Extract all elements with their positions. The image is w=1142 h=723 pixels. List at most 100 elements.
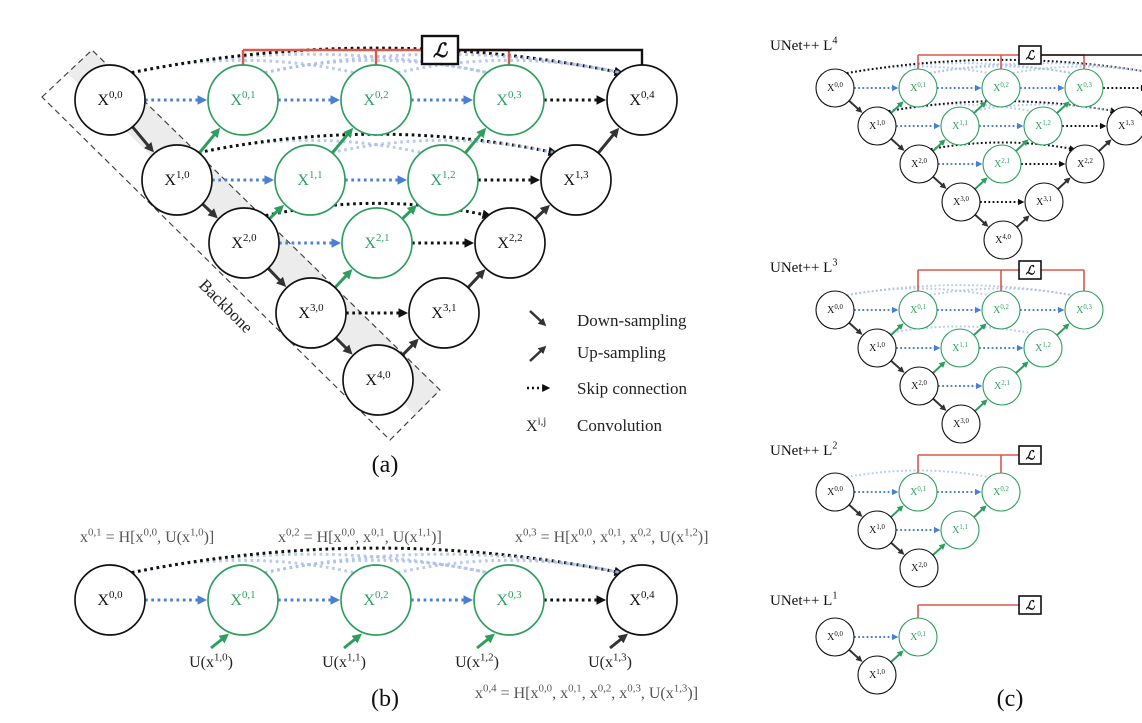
up-sampling-arrow	[1016, 215, 1030, 228]
node-label: X3,0	[953, 196, 969, 208]
node-label: X1,0	[869, 120, 885, 132]
text-part: X	[994, 159, 1002, 170]
text-part: )]	[431, 529, 442, 546]
superscript: 0,1	[917, 304, 926, 311]
backbone-outline	[41, 49, 441, 441]
node-label: X1,3	[1118, 120, 1134, 132]
superscript: 0,0	[144, 526, 158, 538]
up-sampling-arrow	[932, 139, 946, 152]
superscript: 1,0	[176, 169, 190, 181]
down-sampling-arrow	[890, 542, 905, 555]
node-label: X2,2	[1077, 158, 1093, 170]
node	[340, 564, 412, 636]
superscript: 0,3	[508, 89, 522, 101]
superscript: 0,3	[508, 589, 522, 601]
node	[940, 510, 980, 550]
node	[898, 472, 938, 512]
node	[540, 144, 612, 216]
superscript: 1,0	[876, 342, 885, 349]
text-part: X	[953, 419, 961, 430]
legend-label: Up-sampling	[577, 343, 666, 362]
node-label: X1,0	[869, 342, 885, 354]
text-part: , U(x	[641, 685, 674, 702]
node	[474, 207, 546, 279]
text-part: X	[231, 235, 243, 252]
superscript: 3,1	[1043, 196, 1052, 203]
node-label: X0,3	[496, 589, 522, 609]
node-label: X1,2	[1035, 120, 1051, 132]
node	[141, 144, 213, 216]
text-part: x	[475, 685, 483, 702]
text-part: )]	[204, 529, 215, 546]
node-label: X1,1	[952, 342, 968, 354]
node-label: X0,1	[910, 82, 926, 94]
skip-arc	[131, 546, 625, 577]
node-label: X4,0	[995, 234, 1011, 246]
down-sampling-arrow	[848, 504, 863, 517]
node-label: X1,2	[1035, 342, 1051, 354]
node-label: X0,2	[363, 89, 388, 109]
text-part: X	[364, 235, 376, 252]
node	[1023, 328, 1063, 368]
node-label: X2,1	[364, 232, 389, 252]
superscript: 1,1	[959, 524, 968, 531]
up-sampling-arrow	[890, 505, 904, 518]
node-label: X1,1	[297, 169, 322, 189]
superscript: 0,4	[483, 682, 497, 694]
text-part: )]	[687, 685, 698, 702]
superscript: 0,1	[371, 526, 385, 538]
node-label: X1,0	[869, 669, 885, 681]
node	[473, 64, 545, 136]
node	[857, 655, 897, 695]
superscript: 1,1	[959, 342, 968, 349]
superscript: 0,3	[523, 526, 537, 538]
up-sampling-arrow	[597, 127, 620, 154]
text-part: X	[363, 592, 375, 609]
node	[857, 328, 897, 368]
text-part: X	[1118, 121, 1126, 132]
legend-down-icon	[529, 310, 547, 327]
node	[981, 68, 1021, 108]
loss-link	[1030, 54, 1142, 56]
superscript: 1,1	[347, 651, 361, 663]
text-part: X	[869, 343, 877, 354]
skip-arc	[131, 46, 625, 77]
loss-box	[1018, 445, 1042, 465]
text-part: X	[97, 592, 109, 609]
node	[74, 564, 146, 636]
skip-arc	[264, 558, 488, 575]
text-part: X	[496, 592, 508, 609]
node	[341, 207, 413, 279]
node-label: X0,3	[1076, 304, 1092, 316]
down-sampling-arrow	[890, 138, 905, 151]
up-sampling-arrow	[1015, 139, 1029, 152]
equation: x0,1 = H[x0,0, U(x1,0)]	[80, 526, 214, 546]
text-part: X	[827, 305, 835, 316]
node	[1064, 68, 1104, 108]
loss-link	[440, 48, 644, 65]
down-sampling-arrow	[267, 267, 287, 288]
superscript: 0,2	[375, 589, 389, 601]
superscript: 1,0	[876, 669, 885, 676]
node	[1106, 106, 1142, 146]
caption: (a)	[372, 452, 399, 478]
superscript: 0,1	[568, 682, 582, 694]
node-label: X2,0	[911, 158, 927, 170]
text-part: X	[910, 305, 918, 316]
text-part: U(x	[322, 654, 347, 671]
loss-box	[1018, 45, 1042, 65]
text-part: X	[911, 563, 919, 574]
subpanel-title: UNet++ L1	[770, 591, 837, 609]
superscript: 1,0	[876, 120, 885, 127]
up-sampling-arrow	[890, 650, 904, 663]
input-label: U(x1,3)	[588, 651, 632, 671]
superscript: 4,0	[377, 369, 391, 381]
node-label: X1,2	[430, 169, 455, 189]
node	[899, 548, 939, 588]
node-label: X3,1	[1036, 196, 1052, 208]
up-sampling-arrow	[973, 101, 987, 114]
loss-symbol: ℒ	[433, 41, 448, 62]
text-part: X	[993, 83, 1001, 94]
down-sampling-arrow	[131, 125, 154, 153]
